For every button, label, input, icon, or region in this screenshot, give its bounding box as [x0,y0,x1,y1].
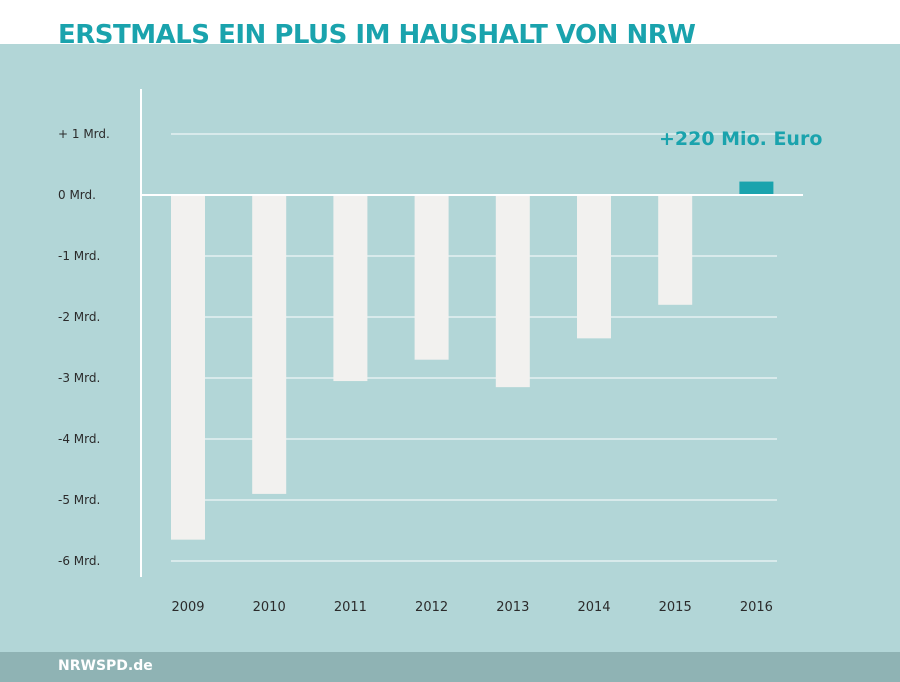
y-axis-labels: + 1 Mrd. 0 Mrd. -1 Mrd. -2 Mrd. -3 Mrd. -4 Mr… [58,127,110,568]
y-tick-label: -4 Mrd. [58,432,100,446]
x-tick-label: 2015 [659,600,692,615]
bars [171,181,774,540]
bar-2010 [252,195,287,494]
bar-2009 [171,195,205,540]
y-tick-label: 0 Mrd. [58,188,96,202]
chart-background [0,44,900,652]
value-annotation: +220 Mio. Euro [659,128,822,150]
x-tick-label: 2012 [415,600,448,615]
y-tick-label: -1 Mrd. [58,249,100,263]
chart-title: ERSTMALS EIN PLUS IM HAUSHALT VON NRW [58,20,696,50]
axes [140,89,803,577]
x-tick-label: 2013 [496,600,529,615]
x-tick-label: 2011 [334,600,367,615]
x-tick-label: 2009 [171,600,204,615]
x-tick-label: 2016 [740,600,773,615]
y-tick-label: + 1 Mrd. [58,127,110,141]
x-tick-label: 2014 [577,600,610,615]
bar-2012 [414,195,449,360]
bar-2011 [333,195,368,382]
bar-2015 [658,195,693,305]
x-axis-labels: 2009 2010 2011 2012 2013 2014 2015 2016 [171,600,772,615]
footer-link[interactable]: NRWSPD.de [58,658,153,674]
y-tick-label: -5 Mrd. [58,493,100,507]
footer-bar: NRWSPD.de [0,652,900,682]
x-tick-label: 2010 [253,600,286,615]
y-tick-label: -3 Mrd. [58,371,100,385]
y-tick-label: -6 Mrd. [58,554,100,568]
annotations: +220 Mio. Euro [659,128,822,150]
bar-2016 [739,181,774,195]
bar-2014 [577,195,611,339]
bar-2013 [495,195,530,388]
y-tick-label: -2 Mrd. [58,310,100,324]
